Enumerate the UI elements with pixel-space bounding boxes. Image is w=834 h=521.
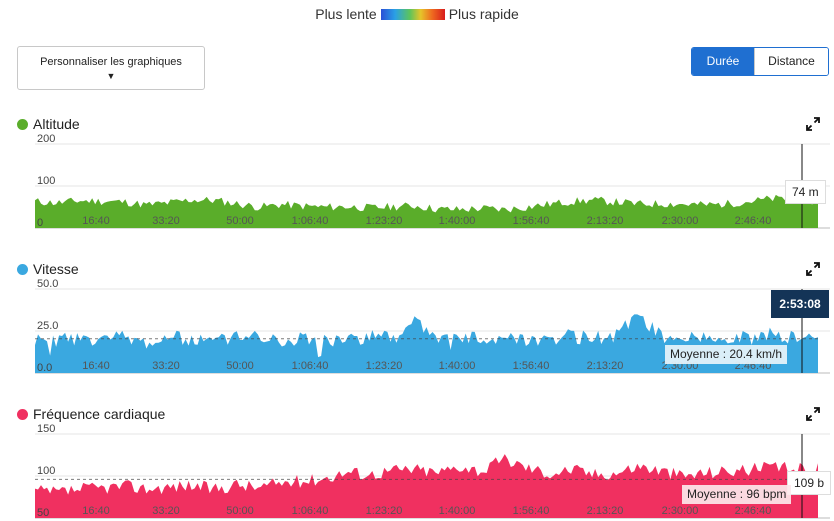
y-tick-label: 100 [37, 465, 55, 477]
x-tick-label: 2:13:20 [587, 360, 624, 372]
cursor-time-badge: 2:53:08 [771, 290, 829, 318]
x-tick-label: 16:40 [82, 505, 110, 517]
x-tick-label: 1:23:20 [366, 215, 403, 227]
x-tick-label: 1:23:20 [366, 505, 403, 517]
speed-color-legend: Plus lente Plus rapide [0, 6, 834, 22]
expand-heart-icon[interactable] [806, 407, 820, 421]
y-tick-label: 0 [37, 217, 43, 229]
series-area [35, 314, 818, 373]
x-tick-label: 2:13:20 [587, 215, 624, 227]
heart-average-label: Moyenne : 96 bpm [682, 485, 792, 504]
altitude-tooltip: 74 m [785, 180, 826, 204]
heart-chart-header: Fréquence cardiaque [17, 406, 165, 422]
speed-gradient-bar [380, 9, 445, 20]
x-tick-label: 1:06:40 [292, 505, 329, 517]
x-tick-label: 1:40:00 [439, 215, 476, 227]
x-tick-label: 1:06:40 [292, 215, 329, 227]
expand-altitude-icon[interactable] [806, 117, 820, 131]
y-tick-label: 100 [37, 175, 55, 187]
toggle-distance-button[interactable]: Distance [754, 48, 828, 75]
x-tick-label: 1:40:00 [439, 505, 476, 517]
heart-chart-title: Fréquence cardiaque [33, 406, 166, 422]
toggle-duration-button[interactable]: Durée [692, 48, 754, 75]
altitude-chart-title: Altitude [33, 116, 80, 132]
x-tick-label: 33:20 [152, 360, 180, 372]
x-tick-label: 2:46:40 [735, 505, 772, 517]
x-tick-label: 50:00 [226, 215, 254, 227]
y-tick-label: 50 [37, 507, 49, 519]
x-tick-label: 33:20 [152, 505, 180, 517]
caret-down-icon: ▼ [106, 71, 116, 81]
speed-chart-header: Vitesse [17, 261, 79, 277]
axis-mode-toggle: Durée Distance [691, 47, 829, 76]
altitude-color-dot [17, 119, 28, 130]
x-tick-label: 16:40 [82, 215, 110, 227]
x-tick-label: 50:00 [226, 505, 254, 517]
x-tick-label: 1:56:40 [513, 360, 550, 372]
x-tick-label: 2:30:00 [662, 215, 699, 227]
heart-color-dot [17, 409, 28, 420]
x-tick-label: 2:46:40 [735, 215, 772, 227]
heart-tooltip: 109 b [787, 471, 832, 495]
x-tick-label: 1:56:40 [513, 505, 550, 517]
x-tick-label: 16:40 [82, 360, 110, 372]
speed-chart-title: Vitesse [33, 261, 79, 277]
legend-slow-label: Plus lente [315, 6, 377, 22]
altitude-chart-header: Altitude [17, 116, 80, 132]
series-area [35, 194, 818, 228]
legend-fast-label: Plus rapide [448, 6, 519, 22]
x-tick-label: 2:30:00 [662, 505, 699, 517]
x-tick-label: 1:40:00 [439, 360, 476, 372]
x-tick-label: 1:56:40 [513, 215, 550, 227]
y-tick-label: 50.0 [37, 278, 58, 290]
x-tick-label: 1:23:20 [366, 360, 403, 372]
expand-speed-icon[interactable] [806, 262, 820, 276]
x-tick-label: 50:00 [226, 360, 254, 372]
x-tick-label: 1:06:40 [292, 360, 329, 372]
y-tick-label: 0.0 [37, 362, 52, 374]
y-tick-label: 25.0 [37, 320, 58, 332]
y-tick-label: 200 [37, 133, 55, 145]
x-tick-label: 2:13:20 [587, 505, 624, 517]
y-tick-label: 150 [37, 423, 55, 435]
speed-average-label: Moyenne : 20.4 km/h [665, 345, 788, 364]
speed-color-dot [17, 264, 28, 275]
customize-charts-label: Personnaliser les graphiques [40, 56, 182, 68]
x-tick-label: 33:20 [152, 215, 180, 227]
customize-charts-dropdown[interactable]: Personnaliser les graphiques ▼ [17, 46, 205, 90]
